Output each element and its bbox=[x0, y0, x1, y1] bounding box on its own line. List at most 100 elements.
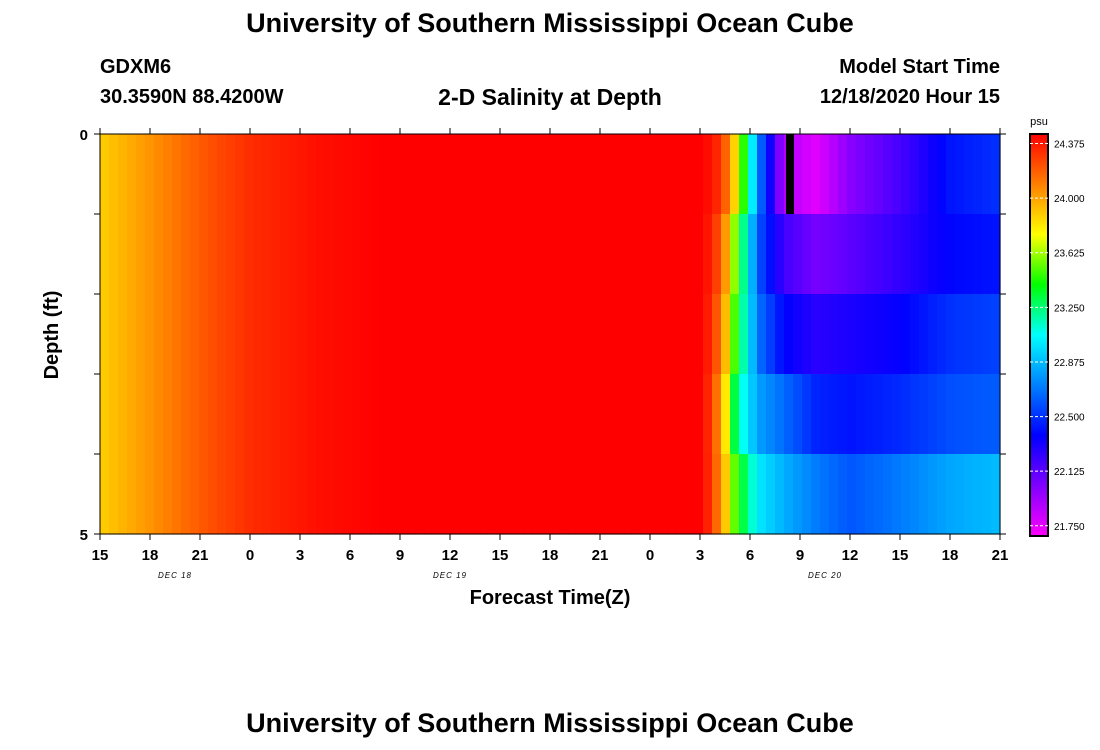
heatmap-cell bbox=[595, 374, 605, 455]
heatmap-cell bbox=[361, 214, 371, 295]
heatmap-cell bbox=[640, 134, 650, 215]
heatmap-cell bbox=[217, 294, 227, 375]
heatmap-cell bbox=[613, 454, 623, 535]
heatmap-cell bbox=[757, 454, 767, 535]
heatmap-cell bbox=[667, 294, 677, 375]
heatmap-cell bbox=[235, 374, 245, 455]
heatmap-cell bbox=[802, 134, 812, 215]
heatmap-cell bbox=[811, 374, 821, 455]
heatmap-cell bbox=[604, 374, 614, 455]
heatmap-cell bbox=[793, 214, 803, 295]
heatmap-cell bbox=[541, 214, 551, 295]
heatmap-cell bbox=[658, 214, 668, 295]
heatmap-cell bbox=[208, 294, 218, 375]
heatmap-cell bbox=[928, 134, 938, 215]
heatmap-cell bbox=[505, 454, 515, 535]
heatmap-cell bbox=[775, 134, 785, 215]
heatmap-cell bbox=[424, 134, 434, 215]
heatmap-cell bbox=[145, 294, 155, 375]
heatmap-cell bbox=[775, 374, 785, 455]
heatmap-cell bbox=[847, 214, 857, 295]
heatmap-cell bbox=[829, 454, 839, 535]
heatmap-cell bbox=[874, 294, 884, 375]
heatmap-cell bbox=[622, 294, 632, 375]
x-tick-label: 21 bbox=[592, 547, 609, 564]
heatmap-cell bbox=[163, 214, 173, 295]
heatmap-cell bbox=[352, 374, 362, 455]
heatmap-cell bbox=[523, 454, 533, 535]
heatmap-cell bbox=[442, 454, 452, 535]
heatmap-cell bbox=[982, 214, 992, 295]
heatmap-cell bbox=[397, 454, 407, 535]
heatmap-cell bbox=[604, 214, 614, 295]
heatmap-cell bbox=[154, 134, 164, 215]
heatmap-cell bbox=[919, 374, 929, 455]
heatmap-cell bbox=[982, 374, 992, 455]
heatmap-cell bbox=[658, 374, 668, 455]
heatmap-cell bbox=[100, 134, 110, 215]
heatmap-cell bbox=[172, 134, 182, 215]
heatmap-cell bbox=[757, 134, 767, 215]
heatmap-cell bbox=[145, 374, 155, 455]
heatmap-cell bbox=[271, 294, 281, 375]
heatmap-cell bbox=[352, 454, 362, 535]
colorbar-tick-label: 22.125 bbox=[1054, 467, 1085, 478]
heatmap-cell bbox=[442, 294, 452, 375]
heatmap-cell bbox=[307, 214, 317, 295]
heatmap-cell bbox=[766, 454, 776, 535]
heatmap-cell bbox=[766, 214, 776, 295]
heatmap-cell bbox=[433, 214, 443, 295]
heatmap-cell bbox=[181, 454, 191, 535]
heatmap-cell bbox=[487, 134, 497, 215]
heatmap-cell bbox=[280, 214, 290, 295]
heatmap-cell bbox=[766, 374, 776, 455]
heatmap-cell bbox=[667, 214, 677, 295]
heatmap-cell bbox=[838, 454, 848, 535]
heatmap-cell bbox=[451, 374, 461, 455]
heatmap-cell bbox=[460, 374, 470, 455]
heatmap-cell bbox=[685, 454, 695, 535]
heatmap-cell bbox=[991, 294, 1001, 375]
heatmap-cell bbox=[478, 294, 488, 375]
heatmap-cell bbox=[964, 294, 974, 375]
heatmap-cell bbox=[613, 134, 623, 215]
heatmap-cell bbox=[676, 214, 686, 295]
x-tick-label: 21 bbox=[992, 547, 1009, 564]
x-tick-label: 15 bbox=[892, 547, 909, 564]
heatmap-cell bbox=[217, 214, 227, 295]
colorbar-tick-label: 23.250 bbox=[1054, 303, 1085, 314]
heatmap-cell bbox=[424, 374, 434, 455]
heatmap-cell bbox=[568, 294, 578, 375]
heatmap-cell bbox=[262, 214, 272, 295]
heatmap-cell bbox=[289, 294, 299, 375]
heatmap-cell bbox=[343, 214, 353, 295]
heatmap-cell bbox=[910, 214, 920, 295]
heatmap-cell bbox=[145, 134, 155, 215]
heatmap-cell bbox=[487, 374, 497, 455]
heatmap-cell bbox=[964, 214, 974, 295]
heatmap-cell bbox=[784, 214, 794, 295]
heatmap-cell bbox=[469, 374, 479, 455]
heatmap-cell bbox=[397, 374, 407, 455]
heatmap-cell bbox=[496, 454, 506, 535]
missing-data-marker bbox=[786, 134, 794, 214]
heatmap-cell bbox=[415, 294, 425, 375]
model-start-value: 12/18/2020 Hour 15 bbox=[819, 86, 1000, 108]
heatmap-cell bbox=[748, 454, 758, 535]
heatmap-cell bbox=[613, 294, 623, 375]
heatmap-cell bbox=[316, 454, 326, 535]
heatmap-cell bbox=[892, 214, 902, 295]
heatmap-cell bbox=[316, 374, 326, 455]
heatmap-cell bbox=[541, 134, 551, 215]
heatmap-cell bbox=[370, 454, 380, 535]
heatmap-cell bbox=[100, 374, 110, 455]
heatmap-cell bbox=[946, 134, 956, 215]
heatmap-cell bbox=[289, 134, 299, 215]
x-tick-label: 15 bbox=[492, 547, 509, 564]
heatmap-cell bbox=[523, 134, 533, 215]
heatmap-cell bbox=[163, 374, 173, 455]
heatmap-cell bbox=[730, 454, 740, 535]
heatmap-cell bbox=[208, 454, 218, 535]
heatmap-cell bbox=[730, 214, 740, 295]
heatmap-cell bbox=[316, 294, 326, 375]
